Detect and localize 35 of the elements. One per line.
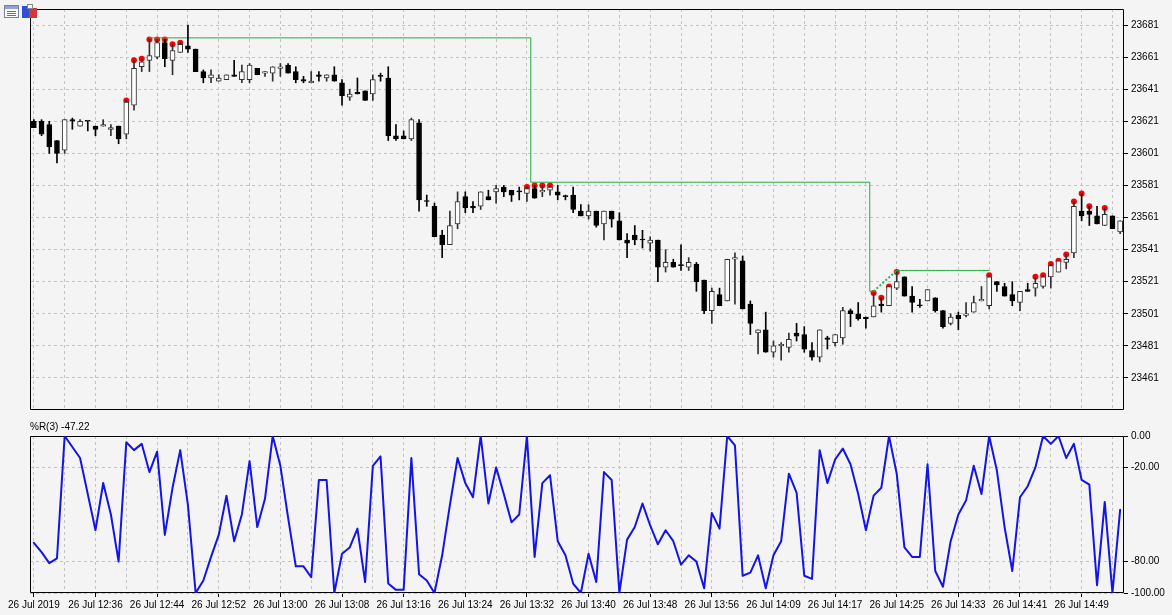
- x-tick-label: 26 Jul 14:33: [931, 598, 987, 610]
- x-tick-label: 26 Jul 13:08: [314, 598, 370, 610]
- y-tick-label: 23681: [1131, 18, 1160, 30]
- x-tick-label: 26 Jul 13:00: [253, 598, 309, 610]
- y-tick-label: 23621: [1131, 115, 1160, 127]
- y-tick-label: -100.00: [1131, 586, 1166, 598]
- x-tick-label: 26 Jul 12:52: [191, 598, 247, 610]
- chart-title: %R(3) -47.22: [30, 420, 90, 432]
- y-tick-label: -20.00: [1131, 461, 1160, 473]
- y-tick-label: 23641: [1131, 82, 1160, 94]
- x-tick-label: 26 Jul 14:41: [992, 598, 1048, 610]
- y-tick-label: 23581: [1131, 179, 1160, 191]
- x-tick-label: 26 Jul 13:40: [561, 598, 617, 610]
- x-tick-label: 26 Jul 13:32: [499, 598, 555, 610]
- y-tick-label: 23561: [1131, 211, 1160, 223]
- y-tick-label: -80.00: [1131, 555, 1160, 567]
- y-tick-label: 23601: [1131, 147, 1160, 159]
- x-tick-label: 26 Jul 13:48: [622, 598, 678, 610]
- x-tick-label: 26 Jul 13:24: [438, 598, 493, 610]
- x-tick-label: 26 Jul 12:36: [68, 598, 124, 610]
- y-tick-label: 23541: [1131, 243, 1160, 255]
- y-tick-label: 23521: [1131, 275, 1160, 287]
- x-tick-label: 26 Jul 14:09: [746, 598, 802, 610]
- y-tick-label: 0.00: [1131, 429, 1151, 441]
- x-tick-label: 26 Jul 14:17: [807, 598, 863, 610]
- y-tick-label: 23661: [1131, 50, 1160, 62]
- x-tick-label: 26 Jul 13:56: [684, 598, 740, 610]
- y-tick-label: 23461: [1131, 371, 1160, 383]
- x-tick-label: 26 Jul 14:49: [1054, 598, 1110, 610]
- x-tick-label: 26 Jul 13:16: [376, 598, 432, 610]
- x-tick-label: 26 Jul 12:44: [129, 598, 185, 610]
- x-tick-label: 26 Jul 14:25: [869, 598, 925, 610]
- y-tick-label: 23501: [1131, 307, 1160, 319]
- x-tick-label: 26 Jul 2019: [7, 598, 61, 610]
- y-tick-label: 23481: [1131, 339, 1160, 351]
